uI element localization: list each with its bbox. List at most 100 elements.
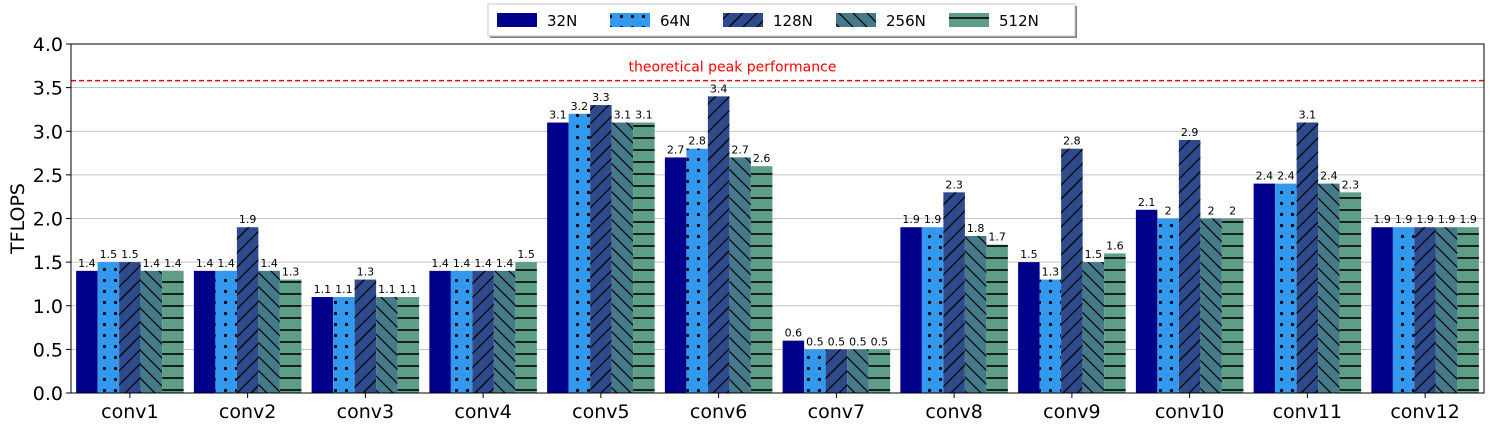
- plot-frame: [70, 43, 1485, 394]
- data-label-conv10-512N: 2: [1229, 205, 1236, 218]
- data-label-conv5-512N: 3.1: [635, 109, 653, 122]
- bars: [76, 96, 1479, 394]
- data-label-conv11-64N: 2.4: [1277, 170, 1295, 183]
- data-label-conv10-256N: 2: [1208, 205, 1215, 218]
- bar-hatch-conv6-512N: [750, 166, 773, 393]
- y-tick-label: 3.5: [33, 78, 63, 100]
- bar-conv8-32N: [900, 227, 922, 393]
- data-label-conv3-128N: 1.3: [357, 266, 375, 279]
- data-labels: 1.41.5 1.51.4 1.4 1.4 1.41.91.41.31.1 1.11.31…: [78, 82, 1477, 348]
- data-label-conv3-32N: 1.1: [314, 283, 332, 296]
- bar-hatch-conv3-512N: [397, 297, 420, 393]
- bar-hatch-conv7-64N: [804, 349, 826, 393]
- bar-hatch-conv6-256N: [729, 157, 751, 393]
- bar-hatch-conv3-128N: [354, 279, 377, 393]
- legend-label-32N: 32N: [547, 12, 577, 30]
- data-label-conv4-128N: 1.4: [474, 257, 492, 270]
- data-label-conv9-32N: 1.5: [1020, 248, 1038, 261]
- data-label-conv4-32N: 1.4: [431, 257, 449, 270]
- bar-hatch-conv12-512N: [1457, 227, 1479, 393]
- bar-hatch-conv10-128N: [1178, 139, 1201, 393]
- data-label-conv5-128N: 3.3: [592, 91, 610, 104]
- data-label-conv10-64N: 2: [1165, 205, 1172, 218]
- x-tick-label-conv3: conv3: [337, 401, 394, 423]
- axes: 0.0 0.5 1.0 1.5 2.0 2.5 3.0 3.5 4.0 conv1 conv2 con…: [7, 34, 1485, 423]
- bar-hatch-conv10-256N: [1200, 218, 1222, 393]
- legend: 32N 64N 128N 256N 512N: [487, 3, 1077, 38]
- x-tick-label-conv6: conv6: [690, 401, 747, 423]
- bar-conv4-32N: [429, 270, 451, 393]
- bar-hatch-conv5-128N: [590, 105, 612, 393]
- data-label-conv11-256N: 2.4: [1320, 170, 1338, 183]
- x-tick-label-conv2: conv2: [219, 401, 276, 423]
- bar-hatch-conv2-256N: [258, 270, 280, 393]
- bar-hatch-conv7-128N: [825, 349, 848, 393]
- bar-hatch-conv8-128N: [943, 192, 965, 393]
- data-label-conv3-256N: 1.1: [378, 283, 396, 296]
- data-label-conv12-256N: 1.9: [1438, 213, 1456, 226]
- data-label-conv2-128N: 1.9: [239, 213, 257, 226]
- data-label-conv10-128N: 2.9: [1181, 126, 1199, 139]
- bar-hatch-conv4-128N: [472, 270, 494, 393]
- bar-conv3-32N: [311, 297, 334, 393]
- bar-hatch-conv9-64N: [1039, 279, 1062, 393]
- bar-hatch-conv1-512N: [162, 270, 184, 393]
- data-label-conv2-32N: 1.4: [196, 257, 214, 270]
- data-label-conv1-512N: 1.4: [164, 257, 182, 270]
- data-label-conv2-64N: 1.4: [217, 257, 235, 270]
- bar-hatch-conv3-64N: [333, 297, 355, 393]
- legend-swatch-hatch-128N: [723, 13, 763, 27]
- data-label-conv2-256N: 1.4: [260, 257, 278, 270]
- bar-conv9-32N: [1018, 262, 1040, 393]
- bar-hatch-conv7-256N: [847, 349, 869, 393]
- y-axis-title: TFLOPS: [7, 183, 29, 255]
- data-label-conv1-256N: 1.4: [143, 257, 161, 270]
- x-tick-label-conv4: conv4: [454, 401, 511, 423]
- x-tick-label-conv9: conv9: [1043, 401, 1100, 423]
- bar-hatch-conv6-64N: [686, 148, 708, 393]
- bar-hatch-conv5-512N: [633, 122, 655, 394]
- data-label-conv6-32N: 2.7: [667, 143, 685, 156]
- bar-hatch-conv9-256N: [1082, 262, 1105, 393]
- x-tick-label-conv12: conv12: [1390, 401, 1460, 423]
- data-label-conv1-64N: 1.5: [100, 248, 118, 261]
- bar-hatch-conv10-64N: [1157, 218, 1179, 393]
- y-tick-label: 4.0: [33, 34, 63, 56]
- data-label-conv3-64N: 1.1: [335, 283, 353, 296]
- data-label-conv4-64N: 1.4: [453, 257, 471, 270]
- data-label-conv12-32N: 1.9: [1373, 213, 1391, 226]
- x-tick-label-conv8: conv8: [925, 401, 982, 423]
- data-label-conv9-512N: 1.6: [1106, 239, 1124, 252]
- x-tick-label-conv11: conv11: [1273, 401, 1343, 423]
- bar-hatch-conv12-64N: [1392, 227, 1415, 393]
- data-label-conv10-32N: 2.1: [1138, 196, 1156, 209]
- data-label-conv11-128N: 3.1: [1299, 109, 1317, 122]
- bar-hatch-conv2-128N: [236, 227, 259, 393]
- legend-label-128N: 128N: [773, 12, 813, 30]
- data-label-conv7-128N: 0.5: [828, 335, 846, 348]
- bar-hatch-conv4-64N: [450, 270, 473, 393]
- bar-hatch-conv10-512N: [1221, 218, 1244, 393]
- peak-annotation-label: theoretical peak performance: [629, 60, 837, 76]
- data-label-conv8-64N: 1.9: [924, 213, 942, 226]
- bar-conv10-32N: [1135, 209, 1158, 393]
- data-label-conv12-128N: 1.9: [1416, 213, 1434, 226]
- data-label-conv8-512N: 1.7: [988, 231, 1006, 244]
- bar-conv5-32N: [547, 122, 569, 394]
- legend-swatch-hatch-64N: [610, 13, 650, 27]
- data-label-conv6-128N: 3.4: [710, 82, 728, 95]
- data-label-conv7-32N: 0.6: [785, 327, 803, 340]
- data-label-conv4-512N: 1.5: [517, 248, 535, 261]
- legend-label-256N: 256N: [886, 12, 926, 30]
- bar-hatch-conv6-128N: [707, 96, 730, 393]
- bar-hatch-conv11-64N: [1275, 183, 1297, 393]
- data-label-conv6-512N: 2.6: [753, 152, 771, 165]
- y-tick-label: 0.0: [33, 383, 63, 405]
- data-label-conv5-64N: 3.2: [571, 100, 589, 113]
- bar-hatch-conv3-256N: [376, 297, 398, 393]
- reference-line-group: theoretical peak performance: [71, 60, 1484, 82]
- data-label-conv1-128N: 1.5: [121, 248, 139, 261]
- bar-hatch-conv2-512N: [279, 279, 302, 393]
- data-label-conv2-512N: 1.3: [282, 266, 300, 279]
